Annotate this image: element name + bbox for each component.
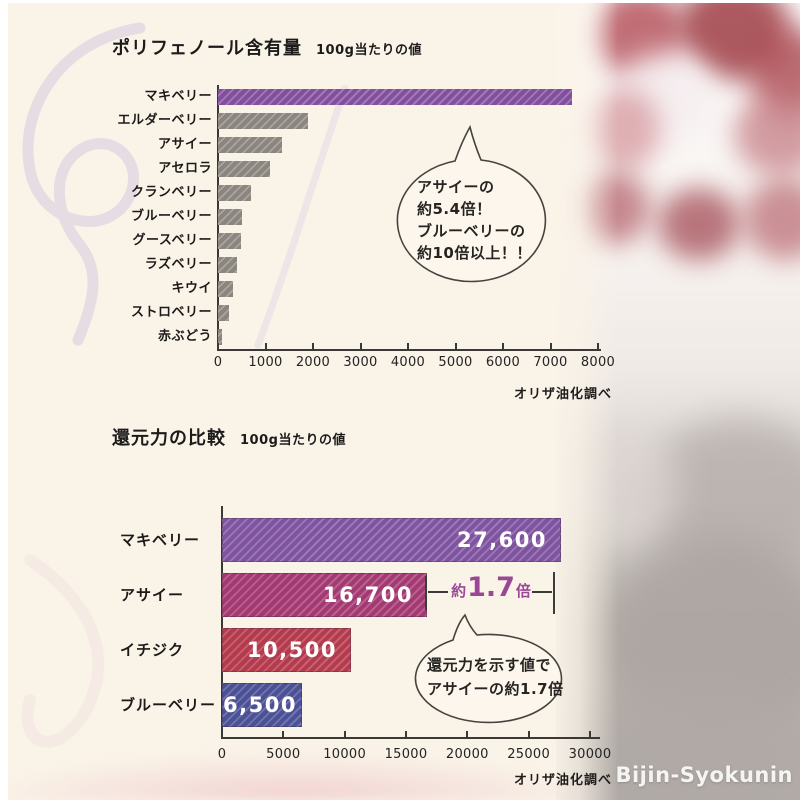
chart1-title: ポリフェノール含有量 [112, 38, 302, 59]
chart1-subtitle: 100g当たりの値 [316, 43, 422, 58]
x-tick [549, 343, 552, 351]
x-tick-label: 2000 [295, 355, 331, 370]
x-tick-label: 4000 [390, 355, 426, 370]
bar: 16,700 [222, 573, 427, 617]
bar-label: アセロラ [158, 161, 212, 176]
x-tick-label: 25000 [507, 747, 551, 762]
x-tick [405, 731, 407, 739]
x-tick [407, 343, 409, 351]
chart1-source: オリザ油化調べ [513, 387, 612, 402]
chart1-x-axis [217, 349, 601, 351]
bar-label: アサイー [157, 137, 212, 152]
x-tick [343, 731, 346, 739]
bar-label: ブルーベリー [120, 696, 217, 714]
bar-value-label: 6,500 [223, 693, 297, 717]
bar [218, 257, 237, 273]
bar-label: クランベリー [130, 185, 212, 200]
bar-label: イチジク [120, 641, 185, 659]
ratio-label: 約 1.7 倍 [449, 572, 533, 606]
bar-label: ラズベリー [144, 257, 212, 272]
chart1-bubble-line: ブルーベリーの [417, 222, 526, 240]
x-tick [466, 731, 469, 739]
bar [218, 113, 308, 129]
chart1-bubble-line: 約5.4倍！ [417, 200, 492, 218]
bar: 27,600 [222, 518, 561, 562]
x-tick-label: 20000 [445, 747, 489, 762]
x-tick-label: 5000 [266, 747, 301, 762]
berry-blob [744, 178, 800, 260]
bar [218, 89, 572, 105]
x-tick [282, 731, 285, 739]
x-tick [527, 731, 530, 739]
x-tick-label: 5000 [438, 355, 473, 370]
x-tick [454, 343, 457, 351]
bar [218, 209, 242, 225]
bar-label: マキベリー [120, 531, 201, 549]
bracket-left-tick [425, 576, 427, 610]
x-tick-label: 10000 [323, 747, 367, 762]
chart1-title-block: ポリフェノール含有量 100g当たりの値 [112, 34, 422, 60]
ratio-prefix: 約 [451, 582, 467, 600]
bar [218, 185, 251, 201]
x-tick [502, 343, 504, 351]
pink-wave-decor [0, 752, 610, 800]
bar [218, 233, 241, 249]
bar [218, 137, 282, 153]
x-tick-label: 3000 [343, 355, 378, 370]
chart2-title: 還元力の比較 [112, 428, 226, 449]
top-frame [0, 0, 800, 3]
berry-blob [734, 93, 800, 175]
x-tick-label: 8000 [580, 355, 616, 370]
chart1-bubble-line: 約10倍以上！！ [417, 244, 532, 262]
chart2-bubble-line: アサイーの約1.7倍 [427, 680, 564, 698]
bar [218, 161, 270, 177]
bar [218, 281, 233, 297]
x-tick-label: 6000 [485, 355, 521, 370]
x-tick-label: 0 [213, 355, 223, 370]
bar-label: 赤ぶどう [157, 329, 212, 344]
bar [218, 305, 229, 321]
bar [218, 329, 222, 345]
x-tick [359, 343, 362, 351]
chart1-bubble-line: アサイーの [417, 178, 495, 196]
bracket-right-tick [553, 572, 555, 614]
chart2-x-axis [221, 737, 600, 739]
x-tick-label: 1000 [248, 355, 283, 370]
x-tick [597, 343, 599, 351]
x-tick [312, 343, 314, 351]
chart2-subtitle: 100g当たりの値 [240, 433, 346, 448]
ratio-suffix: 倍 [515, 582, 531, 600]
bracket-line [532, 591, 552, 593]
x-tick [264, 343, 267, 351]
x-tick-label: 15000 [384, 747, 428, 762]
x-tick-label: 0 [217, 747, 227, 762]
bar-label: グースベリー [132, 233, 212, 248]
chart2-source: オリザ油化調べ [513, 773, 612, 788]
x-tick [221, 731, 223, 739]
bar-label: マキベリー [144, 89, 212, 104]
x-tick-label: 7000 [533, 355, 568, 370]
bar-value-label: 16,700 [322, 583, 413, 607]
bar-value-label: 27,600 [456, 528, 547, 552]
x-tick-label: 30000 [568, 747, 612, 762]
chart2-bubble-line: 還元力を示す値で [427, 656, 552, 674]
ratio-number: 1.7 [467, 572, 515, 603]
chart2-y-axis [221, 506, 223, 739]
chart2-title-block: 還元力の比較 100g当たりの値 [112, 424, 346, 450]
bar-label: ストロベリー [130, 305, 212, 320]
bar-label: キウイ [171, 281, 212, 296]
bar-label: エルダーベリー [117, 113, 212, 128]
bracket-line [428, 591, 448, 593]
watermark: Bijin-Syokunin [615, 763, 793, 787]
bar-label: アサイー [120, 586, 185, 604]
x-tick [217, 343, 219, 351]
bar-label: ブルーベリー [130, 209, 212, 224]
x-tick [589, 731, 591, 739]
berry-blob [658, 188, 740, 260]
bar: 6,500 [222, 683, 302, 727]
left-frame [0, 0, 8, 800]
bar-value-label: 10,500 [246, 638, 337, 662]
bar: 10,500 [222, 628, 351, 672]
